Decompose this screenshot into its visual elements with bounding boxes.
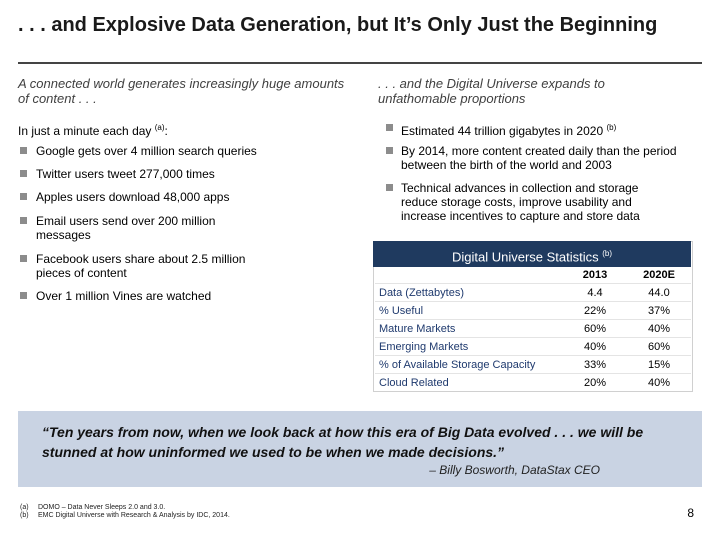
left-item-vines: Over 1 million Vines are watched <box>36 289 212 303</box>
stats-row-label: % of Available Storage Capacity <box>375 355 563 374</box>
table-row: Cloud Related 20% 40% <box>375 373 691 391</box>
left-intro-text: In just a minute each day <box>18 124 152 138</box>
table-row: % Useful 22% 37% <box>375 301 691 320</box>
right-item-2014: By 2014, more content created daily than… <box>401 144 677 172</box>
bullet-icon <box>20 217 27 224</box>
stats-row-2020e: 44.0 <box>627 283 691 302</box>
stats-header: Digital Universe Statistics (b) <box>373 241 691 267</box>
bullet-icon <box>20 170 27 177</box>
stats-col-2013: 2013 <box>582 269 608 281</box>
bullet-icon <box>386 124 393 131</box>
table-row: Data (Zettabytes) 4.4 44.0 <box>375 283 691 302</box>
stats-row-label: % Useful <box>375 301 563 320</box>
right-subhead: . . . and the Digital Universe expands t… <box>378 76 605 106</box>
stats-table-header-row: 2013 2020E <box>375 267 691 284</box>
stats-row-2020e: 15% <box>627 355 691 374</box>
stats-header-footnote-ref: (b) <box>602 249 613 258</box>
stats-row-label: Data (Zettabytes) <box>375 283 563 302</box>
quote-panel <box>18 411 702 487</box>
page-number: 8 <box>687 506 694 520</box>
stats-row-2013: 20% <box>563 373 627 391</box>
stats-col-2020e: 2020E <box>643 269 675 281</box>
stats-row-2013: 33% <box>563 355 627 374</box>
left-item-google: Google gets over 4 million search querie… <box>36 144 257 158</box>
stats-row-2013: 4.4 <box>563 283 627 302</box>
left-intro-footnote-ref: (a) <box>154 123 165 132</box>
bullet-icon <box>20 255 27 262</box>
right-item-footnote-ref: (b) <box>606 123 617 132</box>
bullet-icon <box>20 292 27 299</box>
table-row: Emerging Markets 40% 60% <box>375 337 691 356</box>
stats-row-2013: 60% <box>563 319 627 338</box>
stats-row-2020e: 40% <box>627 319 691 338</box>
stats-row-label: Cloud Related <box>375 373 563 391</box>
stats-table: 2013 2020E Data (Zettabytes) 4.4 44.0 % … <box>375 267 691 391</box>
stats-row-label: Emerging Markets <box>375 337 563 356</box>
left-intro: In just a minute each day (a): <box>18 121 348 138</box>
stats-row-2020e: 40% <box>627 373 691 391</box>
right-item-estimate-text: Estimated 44 trillion gigabytes in 2020 <box>401 124 604 138</box>
stats-row-2020e: 37% <box>627 301 691 320</box>
right-item-estimate: Estimated 44 trillion gigabytes in 2020 … <box>401 121 701 138</box>
bullet-icon <box>386 147 393 154</box>
table-row: % of Available Storage Capacity 33% 15% <box>375 355 691 374</box>
left-subhead: A connected world generates increasingly… <box>18 76 345 106</box>
left-item-facebook: Facebook users share about 2.5 million p… <box>36 252 246 280</box>
left-item-apple: Apples users download 48,000 apps <box>36 190 230 204</box>
bullet-icon <box>20 147 27 154</box>
quote-attribution: – Billy Bosworth, DataStax CEO <box>429 463 600 477</box>
footnote-mark: (b) <box>20 512 29 519</box>
stats-header-text: Digital Universe Statistics <box>451 249 599 265</box>
stats-row-2013: 22% <box>563 301 627 320</box>
footnote-mark: (a) <box>20 504 29 511</box>
stats-row-2013: 40% <box>563 337 627 356</box>
bullet-icon <box>20 193 27 200</box>
title-divider <box>18 62 702 64</box>
slide-title: . . . and Explosive Data Generation, but… <box>18 14 658 36</box>
table-row: Mature Markets 60% 40% <box>375 319 691 338</box>
stats-row-label: Mature Markets <box>375 319 563 338</box>
bullet-icon <box>386 184 393 191</box>
left-intro-colon: : <box>164 124 168 138</box>
left-item-email: Email users send over 200 million messag… <box>36 214 216 242</box>
stats-row-2020e: 60% <box>627 337 691 356</box>
footnote-text: DOMO – Data Never Sleeps 2.0 and 3.0. <box>38 504 166 511</box>
footnote-text: EMC Digital Universe with Research & Ana… <box>38 512 230 519</box>
left-item-twitter: Twitter users tweet 277,000 times <box>36 167 215 181</box>
right-item-advances: Technical advances in collection and sto… <box>401 181 640 223</box>
quote-text: “Ten years from now, when we look back a… <box>42 424 644 460</box>
stats-col-label <box>375 267 563 284</box>
